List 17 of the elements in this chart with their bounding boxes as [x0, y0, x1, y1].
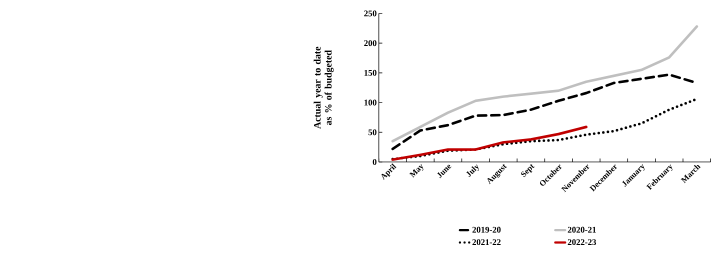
- line-series: [391, 126, 588, 161]
- legend-label: 2021-22: [472, 239, 501, 246]
- line-series: [391, 25, 698, 142]
- line-series: [391, 98, 698, 160]
- x-tick-label: Sept: [521, 164, 535, 178]
- x-tick-label: July: [466, 164, 479, 178]
- legend-label: 2020-21: [568, 226, 596, 233]
- y-tick-label: 250: [364, 10, 376, 16]
- y-tick-label: 100: [364, 100, 376, 106]
- y-axis-title: Actual year to date as % of budgeted: [314, 46, 334, 129]
- legend-label: 2022-23: [568, 239, 596, 246]
- y-tick-label: 0: [372, 159, 376, 165]
- x-tick-label: May: [409, 164, 424, 178]
- y-tick-label: 150: [364, 70, 376, 76]
- y-tick-label: 200: [364, 40, 376, 46]
- legend-label: 2019-20: [472, 226, 501, 233]
- y-tick-label: 50: [368, 129, 376, 136]
